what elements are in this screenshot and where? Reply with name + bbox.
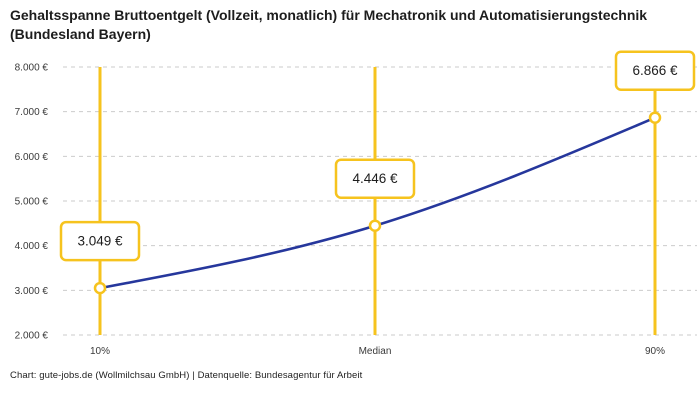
chart-title: Gehaltsspanne Bruttoentgelt (Vollzeit, m…	[10, 7, 648, 43]
y-tick-label: 3.000 €	[15, 286, 49, 297]
data-point-marker	[648, 111, 662, 124]
y-tick-label: 4.000 €	[15, 241, 49, 252]
chart-source-attribution: Chart: gute-jobs.de (Wollmilchsau GmbH) …	[10, 370, 363, 381]
data-point-marker	[368, 219, 382, 232]
value-annotation-label: 3.049 €	[77, 234, 123, 249]
x-tick-label: Median	[359, 346, 392, 357]
y-tick-label: 2.000 €	[15, 331, 49, 342]
salary-curve	[98, 116, 657, 290]
value-annotation-box	[59, 220, 141, 262]
y-tick-label: 7.000 €	[15, 107, 49, 118]
x-tick-label: 10%	[90, 346, 110, 357]
value-annotation-box	[614, 50, 696, 91]
value-annotation-label: 6.866 €	[632, 63, 678, 78]
y-tick-label: 5.000 €	[15, 197, 49, 208]
data-point-marker	[93, 281, 107, 295]
y-tick-label: 6.000 €	[15, 152, 49, 163]
y-tick-label: 8.000 €	[15, 63, 49, 74]
value-annotation-box	[334, 158, 416, 199]
value-annotation-label: 4.446 €	[352, 171, 398, 186]
x-tick-label: 90%	[645, 346, 665, 357]
